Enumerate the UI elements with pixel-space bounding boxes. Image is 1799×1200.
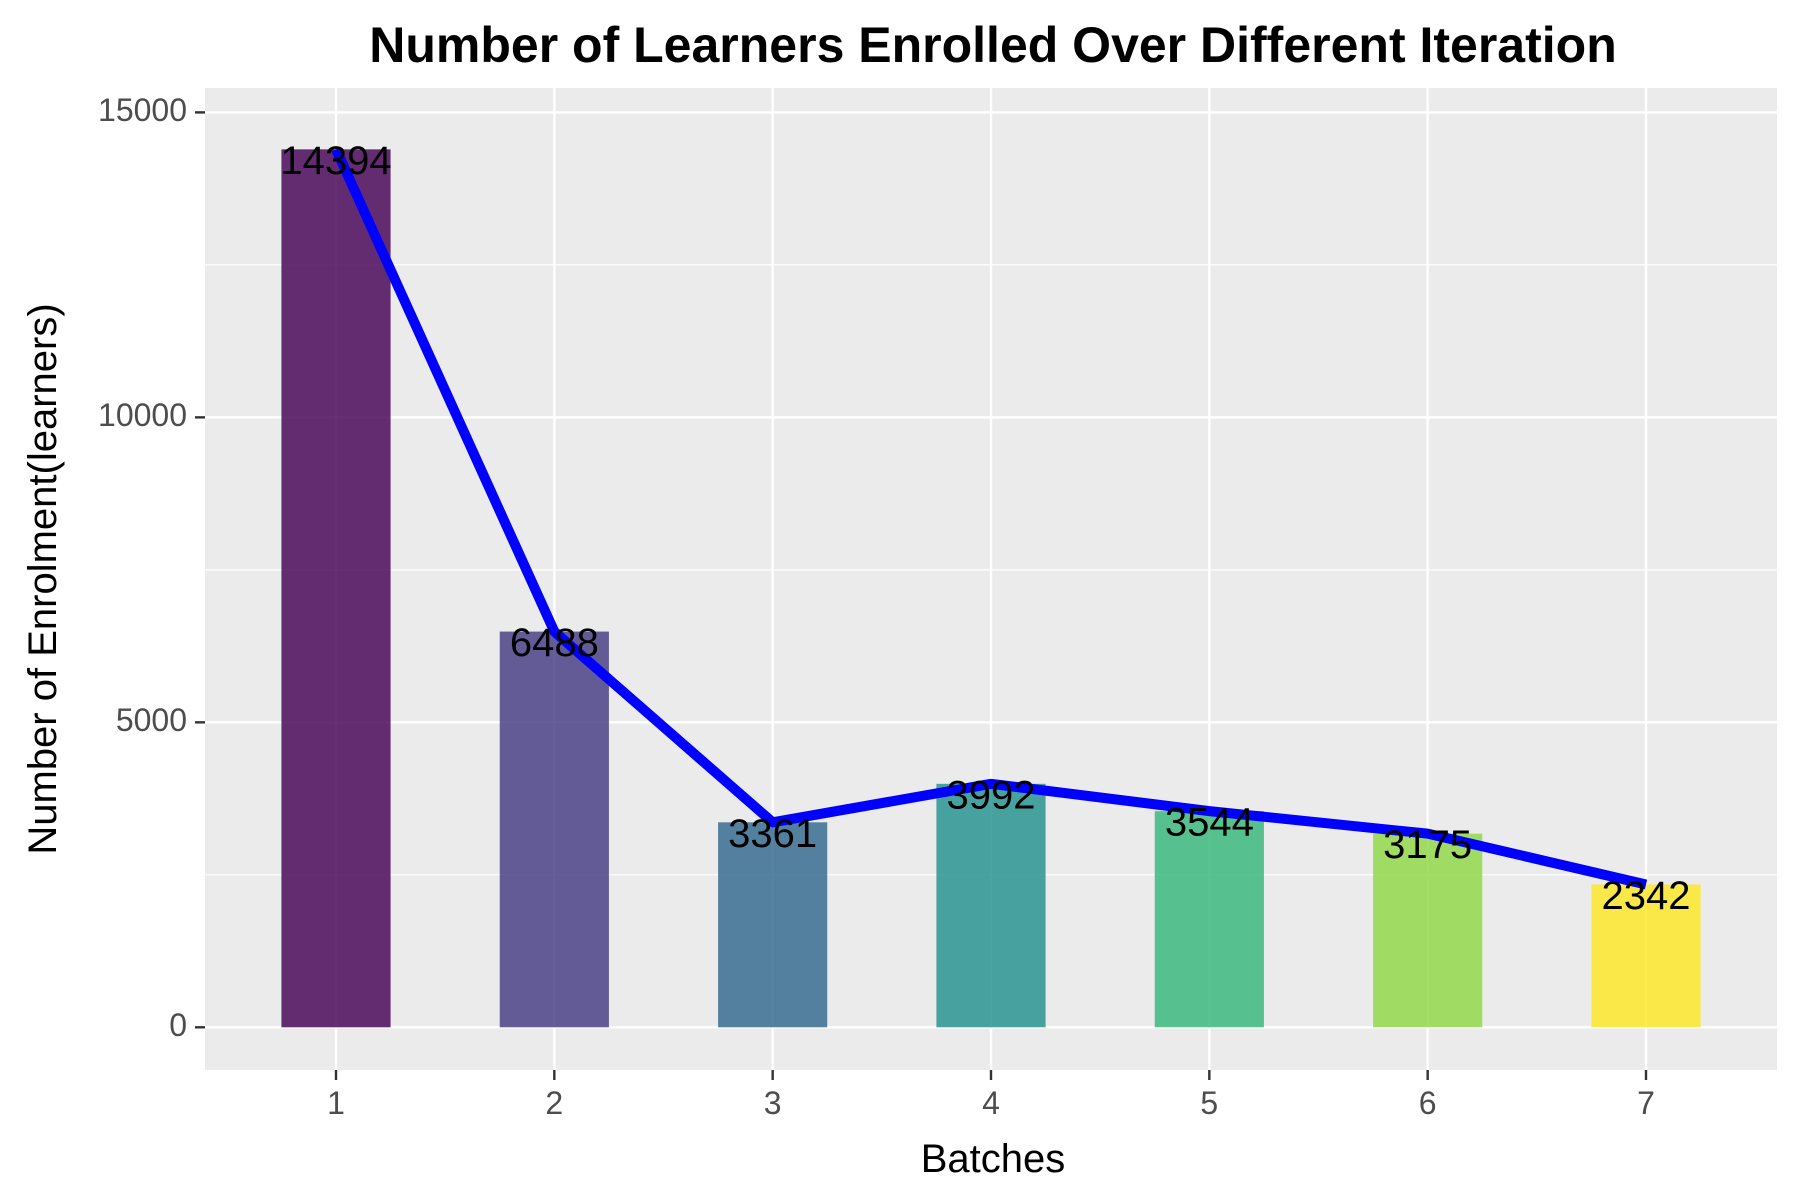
trend-line-layer [331, 147, 1648, 890]
bar-batch-2 [499, 631, 609, 1028]
x-tick-label: 7 [1637, 1085, 1655, 1121]
y-axis: 0 5000 10000 15000 [98, 92, 205, 1043]
y-tick-label: 10000 [98, 397, 187, 433]
x-tick-label: 5 [1200, 1085, 1218, 1121]
bar-batch-7 [1591, 884, 1701, 1028]
data-label-batch-6: 3175 [1383, 823, 1472, 867]
data-label-batch-4: 3992 [947, 773, 1036, 817]
bar-batch-4 [936, 783, 1046, 1028]
x-axis: 1 2 3 4 5 6 7 [327, 1070, 1655, 1121]
x-tick-label: 1 [327, 1085, 345, 1121]
data-label-batch-5: 3544 [1165, 801, 1254, 845]
bar-batch-1 [281, 149, 391, 1028]
data-label-batch-1: 14394 [280, 139, 391, 183]
x-tick-label: 3 [764, 1085, 782, 1121]
data-label-batch-2: 6488 [510, 621, 599, 665]
bar-batch-5 [1154, 811, 1264, 1028]
y-tick-label: 15000 [98, 92, 187, 128]
x-tick-label: 2 [545, 1085, 563, 1121]
bar-batch-6 [1373, 833, 1483, 1028]
y-tick-label: 5000 [116, 702, 187, 738]
data-label-batch-3: 3361 [728, 812, 817, 856]
bars [281, 149, 1701, 1028]
data-label-batch-7: 2342 [1602, 874, 1691, 918]
x-tick-label: 4 [982, 1085, 1000, 1121]
enrolment-trend-line [331, 147, 1648, 890]
chart-title: Number of Learners Enrolled Over Differe… [369, 17, 1617, 73]
y-axis-title: Number of Enrolment(learners) [21, 303, 65, 854]
x-tick-label: 6 [1419, 1085, 1437, 1121]
data-labels: 14394 6488 3361 3992 3544 3175 2342 [280, 139, 1690, 918]
bar-batch-3 [718, 822, 828, 1028]
x-axis-title: Batches [921, 1137, 1066, 1181]
y-tick-label: 0 [169, 1007, 187, 1043]
